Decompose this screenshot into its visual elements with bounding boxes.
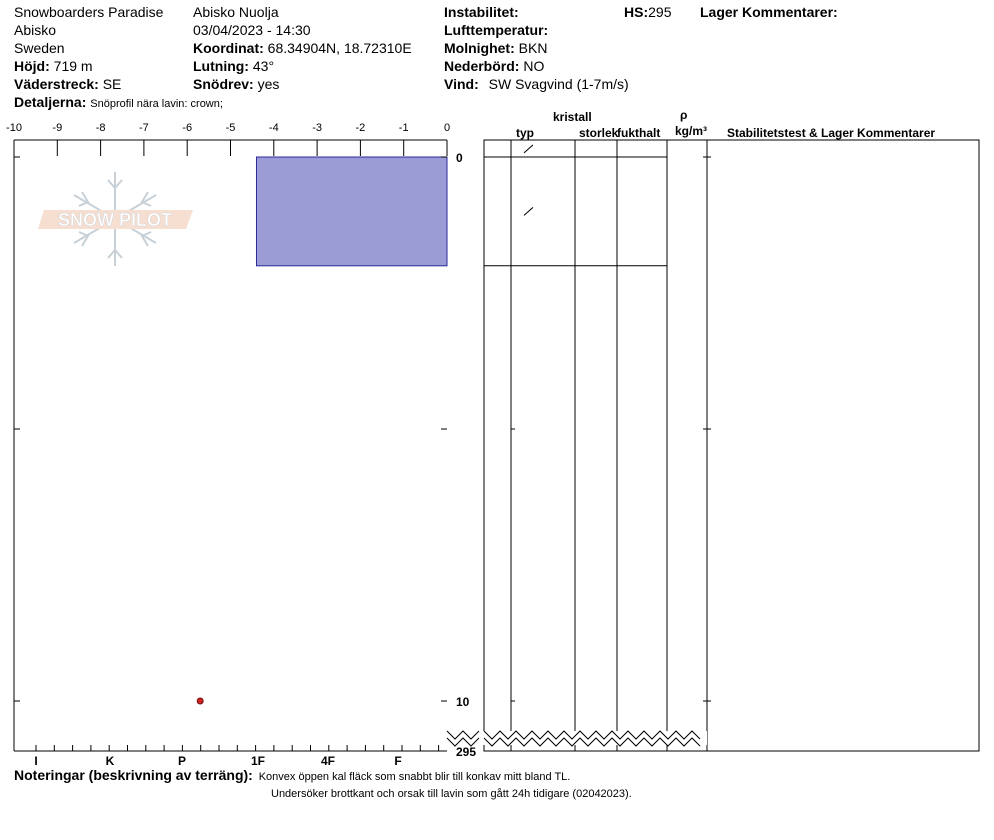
temperature-tick-label: -2 (356, 122, 366, 134)
axis-break-zigzag-bottom (483, 737, 701, 747)
precipitation-value: NO (523, 58, 545, 74)
axis-break-mask (447, 731, 484, 745)
grain-type-symbol (523, 207, 534, 216)
notes-row: Noteringar (beskrivning av terräng): Kon… (14, 767, 570, 784)
wind-value: SW Svagvind (1-7m/s) (488, 76, 629, 92)
elevation-label: Höjd: (14, 58, 50, 74)
hardness-tick-label: 4F (321, 754, 335, 768)
instability-label: Instabilitet: (444, 4, 519, 20)
hardness-bar (255, 156, 448, 267)
temperature-tick-label: 0 (444, 122, 450, 134)
coordinates-row: Koordinat: 68.34904N, 18.72310E (193, 40, 412, 56)
depth-tick-label: 10 (456, 695, 470, 709)
temperature-tick-label: -3 (312, 122, 322, 134)
wind-row: Vind: SW Svagvind (1-7m/s) (444, 76, 629, 92)
slope-value: 43° (252, 58, 275, 74)
grain-type-symbol (523, 144, 534, 154)
temperature-tick-label: -1 (399, 122, 409, 134)
snow-height-label: HS: (624, 4, 649, 20)
axis-break-zigzag-top (446, 730, 480, 740)
elevation-value: 719 m (53, 58, 93, 74)
temperature-point (196, 697, 204, 705)
details-label: Detaljerna: (14, 94, 87, 110)
temperature-tick-label: -9 (52, 122, 62, 134)
site-name: Abisko Nuolja (193, 4, 279, 20)
watermark-banner (38, 210, 193, 229)
drift-value: yes (257, 76, 280, 92)
temperature-tick-label: -4 (269, 122, 279, 134)
snow-height-row: HS:295 (624, 4, 671, 20)
stability-header: Stabilitetstest & Lager Kommentarer (727, 126, 936, 140)
temperature-tick-label: -8 (96, 122, 106, 134)
hardness-tick-label: I (34, 754, 37, 768)
table-frame (483, 139, 980, 752)
layer-table (446, 139, 980, 752)
slope-row: Lutning: 43° (193, 58, 274, 74)
depth-tick-label: 0 (456, 151, 463, 165)
air-temperature-label: Lufttemperatur: (444, 22, 549, 38)
elevation-row: Höjd: 719 m (14, 58, 93, 74)
details-row: Detaljerna: Snöprofil nära lavin: crown; (14, 94, 223, 111)
clouds-row: Molnighet: BKN (444, 40, 547, 56)
axis-break-zigzag-bottom (446, 737, 480, 747)
notes-label: Noteringar (beskrivning av terräng): (14, 767, 253, 783)
clouds-label: Molnighet: (444, 40, 515, 56)
temperature-tick-label: -10 (6, 122, 22, 134)
depth-break-label: 295 (456, 745, 476, 759)
layer-comments-label: Lager Kommentarer: (700, 4, 838, 20)
precipitation-label: Nederbörd: (444, 58, 520, 74)
hardness-tick-label: K (106, 754, 115, 768)
area-name: Abisko (14, 22, 57, 38)
coordinates-label: Koordinat: (193, 40, 264, 56)
drift-row: Snödrev: yes (193, 76, 279, 92)
temperature-tick-label: -7 (139, 122, 149, 134)
wind-label: Vind: (444, 76, 479, 92)
temperature-tick-label: -5 (226, 122, 236, 134)
observation-datetime: 03/04/2023 - 14:30 (193, 22, 311, 38)
grain-type-header: typ (516, 126, 534, 140)
aspect-row: Väderstreck: SE (14, 76, 121, 92)
notes-line-1: Konvex öppen kal fläck som snabbt blir t… (258, 771, 571, 783)
snow-height-value: 295 (648, 4, 672, 20)
hardness-tick-label: P (178, 754, 186, 768)
location-name: Snowboarders Paradise (14, 4, 164, 20)
rho-header: ρ (680, 108, 688, 122)
clouds-value: BKN (518, 40, 548, 56)
crystal-header: kristall (553, 110, 592, 124)
density-unit-header: kg/m³ (675, 124, 708, 138)
axis-break-zigzag-top (483, 730, 701, 740)
aspect-label: Väderstreck: (14, 76, 99, 92)
moisture-header: fukthalt (617, 126, 661, 140)
precipitation-row: Nederbörd: NO (444, 58, 544, 74)
hardness-tick-label: 1F (251, 754, 265, 768)
grain-size-header: storlek (579, 126, 619, 140)
temperature-tick-label: -6 (182, 122, 192, 134)
slope-label: Lutning: (193, 58, 249, 74)
aspect-value: SE (102, 76, 122, 92)
coordinates-value: 68.34904N, 18.72310E (267, 40, 412, 56)
drift-label: Snödrev: (193, 76, 254, 92)
notes-line-2: Undersöker brottkant och orsak till lavi… (271, 788, 632, 800)
hardness-tick-label: F (394, 754, 401, 768)
snowpilot-watermark: SNOW PILOT (38, 172, 193, 266)
watermark-text: SNOW PILOT (58, 210, 172, 230)
country-name: Sweden (14, 40, 65, 56)
details-value: Snöprofil nära lavin: crown; (90, 98, 223, 110)
